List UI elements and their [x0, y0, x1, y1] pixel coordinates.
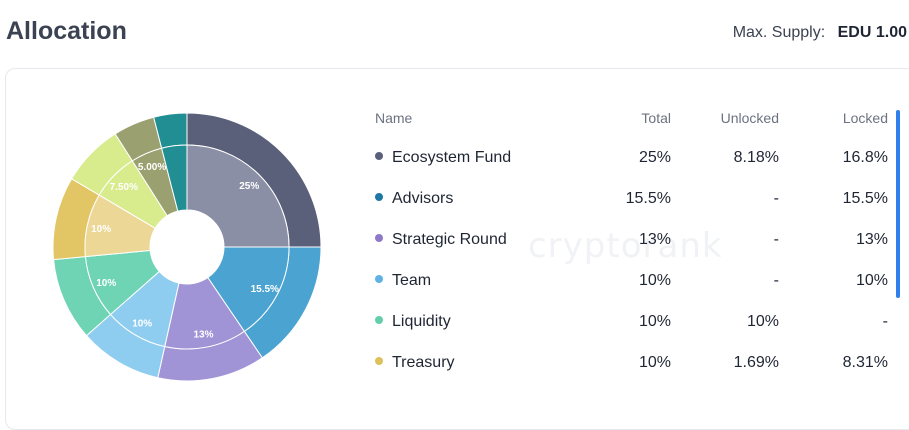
- header-name[interactable]: Name: [375, 110, 413, 126]
- row-unlocked: -: [773, 271, 779, 289]
- row-name: Advisors: [392, 189, 454, 207]
- table-header-row: Name Total Unlocked Locked: [364, 99, 888, 137]
- legend-dot: [375, 193, 383, 202]
- allocation-table: Name Total Unlocked Locked Ecosystem Fun…: [364, 99, 888, 383]
- legend-dot: [375, 357, 383, 366]
- row-locked: 8.31%: [842, 353, 888, 371]
- max-supply: Max. Supply: EDU 1.00: [733, 24, 907, 42]
- legend-dot: [375, 316, 383, 325]
- slice-label: 5.00%: [138, 162, 166, 173]
- table-row[interactable]: Ecosystem Fund 25% 8.18% 16.8%: [364, 137, 888, 178]
- legend-dot: [375, 275, 383, 284]
- table-row[interactable]: Treasury 10% 1.69% 8.31%: [364, 342, 888, 383]
- row-total: 25%: [638, 148, 671, 166]
- table-row[interactable]: Strategic Round 13% - 13%: [364, 219, 888, 260]
- row-unlocked: -: [773, 230, 779, 248]
- row-unlocked: 1.69%: [733, 353, 779, 371]
- row-unlocked: -: [773, 189, 779, 207]
- row-name: Ecosystem Fund: [392, 148, 512, 166]
- slice-label: 10%: [96, 278, 116, 289]
- row-total: 10%: [638, 353, 671, 371]
- row-locked: 13%: [855, 230, 888, 248]
- slice-label: 13%: [193, 329, 213, 340]
- row-locked: 10%: [855, 271, 888, 289]
- row-locked: 16.8%: [842, 148, 888, 166]
- header-total[interactable]: Total: [641, 110, 671, 126]
- row-unlocked: 8.18%: [733, 148, 779, 166]
- table-row[interactable]: Team 10% - 10%: [364, 260, 888, 301]
- row-locked: 15.5%: [842, 189, 888, 207]
- watermark: cryptorank: [528, 226, 723, 266]
- table-row[interactable]: Advisors 15.5% - 15.5%: [364, 178, 888, 219]
- row-total: 10%: [638, 271, 671, 289]
- legend-dot: [375, 234, 383, 243]
- row-name: Strategic Round: [392, 230, 507, 248]
- legend-dot: [375, 152, 383, 161]
- table-scrollbar[interactable]: [896, 110, 900, 298]
- header-unlocked[interactable]: Unlocked: [720, 110, 779, 126]
- slice-label: 7.50%: [110, 182, 138, 193]
- header-locked[interactable]: Locked: [842, 110, 888, 126]
- slice-label: 25%: [239, 181, 259, 192]
- max-supply-label: Max. Supply:: [732, 24, 826, 41]
- row-name: Liquidity: [392, 312, 451, 330]
- row-locked: -: [882, 312, 888, 330]
- row-name: Team: [392, 271, 432, 289]
- max-supply-value: EDU 1.00: [837, 24, 907, 41]
- table-row[interactable]: Liquidity 10% 10% -: [364, 301, 888, 342]
- row-total: 10%: [638, 312, 671, 330]
- slice-label: 15.5%: [251, 284, 279, 295]
- row-unlocked: 10%: [746, 312, 779, 330]
- donut-hole: [150, 210, 224, 284]
- allocation-donut-chart: 25% 15.5% 13% 10% 10% 10% 7.50%5.00%: [52, 112, 322, 382]
- page-title: Allocation: [6, 17, 127, 45]
- row-total: 15.5%: [625, 189, 671, 207]
- row-total: 13%: [638, 230, 671, 248]
- row-name: Treasury: [392, 353, 455, 371]
- slice-label: 10%: [132, 319, 152, 330]
- slice-label: 10%: [91, 224, 111, 235]
